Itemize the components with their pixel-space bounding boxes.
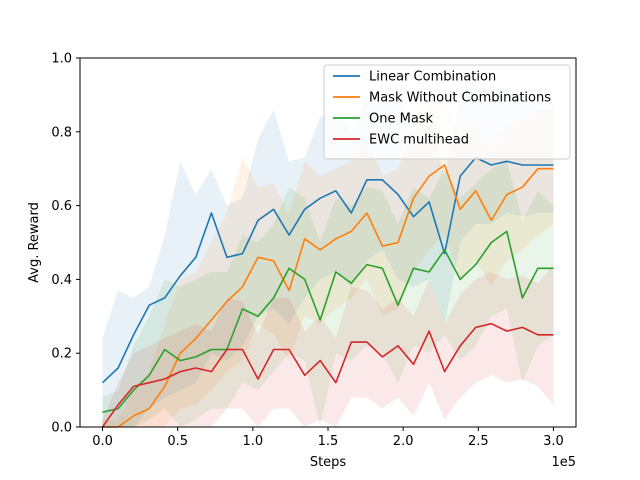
x-tick-label: 3.0 [543, 434, 564, 449]
legend-label-one-mask: One Mask [369, 112, 434, 127]
x-tick-label: 2.5 [468, 434, 489, 449]
x-axis-label: Steps [310, 455, 347, 470]
y-tick-label: 1.0 [51, 52, 72, 67]
y-tick-label: 0.8 [51, 125, 72, 140]
legend: Linear Combination Mask Without Combinati… [323, 64, 571, 160]
band-mask-without-combinations [102, 94, 554, 428]
line-ewc-multihead [101, 322, 554, 428]
y-axis-label: Avg. Reward [27, 202, 42, 283]
x-tick-label: 2.0 [393, 434, 414, 449]
x-tick-label: 1.0 [243, 434, 264, 449]
x-axis-ticks: 0.0 0.5 1.0 1.5 2.0 2.5 3.0 [92, 427, 564, 449]
x-tick-label: 1.5 [318, 434, 339, 449]
legend-label-linear-combination: Linear Combination [369, 70, 496, 85]
legend-label-ewc-multihead: EWC multihead [369, 133, 469, 148]
legend-label-mask-without-combinations: Mask Without Combinations [369, 91, 551, 106]
x-axis-offset-label: 1e5 [551, 455, 576, 470]
x-tick-label: 0.5 [167, 434, 188, 449]
band-ewc-multihead [102, 264, 554, 427]
x-tick-label: 0.0 [92, 434, 113, 449]
y-tick-label: 0.2 [51, 347, 72, 362]
y-tick-label: 0.0 [51, 421, 72, 436]
y-tick-label: 0.6 [51, 199, 72, 214]
legend-box [323, 64, 571, 160]
y-tick-label: 0.4 [51, 273, 72, 288]
line-one-mask [102, 230, 554, 413]
y-axis-ticks: 0.0 0.2 0.4 0.6 0.8 1.0 [51, 52, 80, 436]
band-linear-combination [102, 83, 554, 428]
